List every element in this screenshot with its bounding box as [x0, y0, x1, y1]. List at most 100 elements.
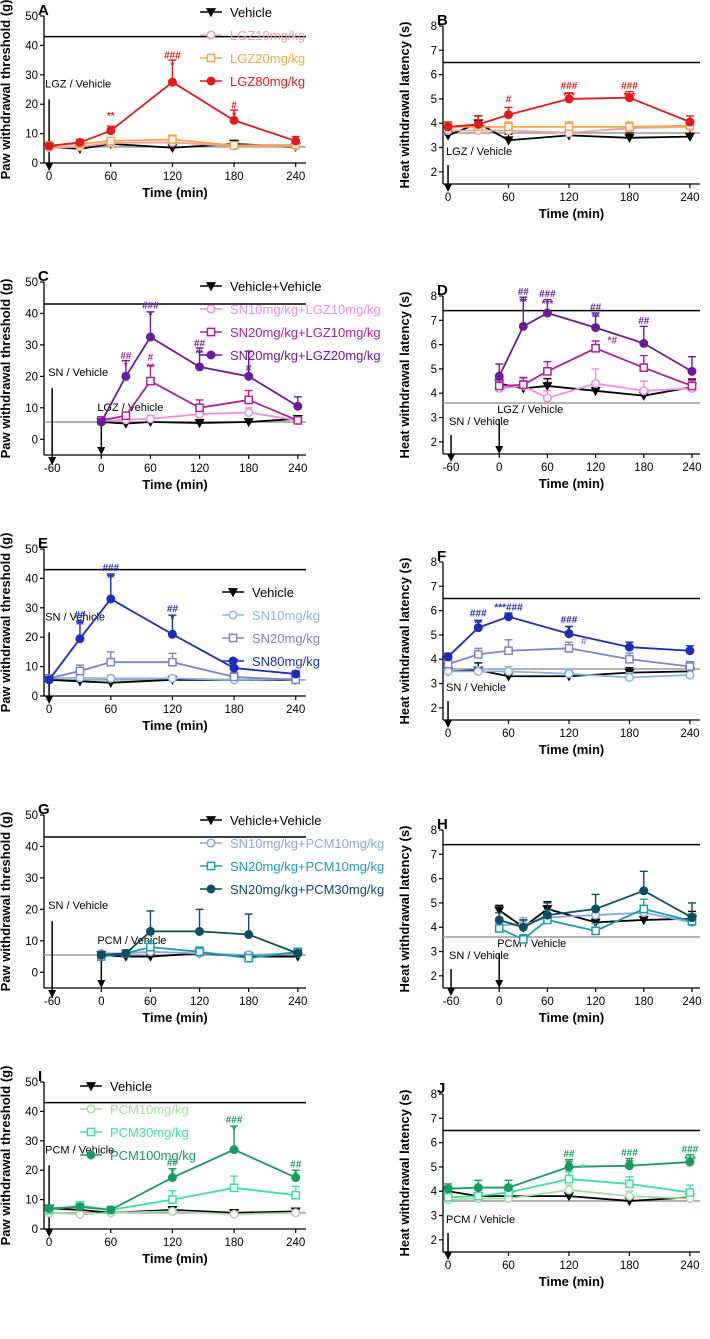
legend-entry: SN10mg/kg+PCM10mg/kg	[230, 836, 384, 851]
series-line	[48, 597, 296, 681]
data-point	[44, 675, 54, 685]
treatment-arrow-head	[447, 454, 456, 462]
data-point	[75, 1202, 85, 1212]
series-line	[447, 615, 690, 658]
data-point	[685, 1188, 695, 1197]
data-point	[639, 338, 649, 348]
panel-h: H 2 3 4 5 6 7 8 -60 0 60 120 180 240 Time (min) Heat wi…	[397, 816, 702, 1025]
y-tick-label: 8	[431, 825, 437, 837]
y-tick-label: 5	[431, 898, 437, 910]
y-tick-label: 6	[431, 1138, 437, 1150]
y-tick-label: 6	[431, 606, 437, 618]
significance-mark: #	[506, 95, 512, 106]
treatment-annotation: SN / Vehicle	[48, 900, 108, 912]
data-point	[443, 659, 453, 669]
significance-mark: ##	[563, 1149, 575, 1160]
y-tick-label: 3	[431, 143, 437, 155]
significance-mark: ###	[164, 51, 181, 62]
series-pcm100mg-kg	[443, 1154, 695, 1194]
y-axis-label: Paw withdrawal threshold (g)	[0, 812, 13, 992]
treatment-annotation: SN / Vehicle	[449, 950, 509, 962]
x-tick-label: 120	[163, 1237, 182, 1249]
panel-letter: C	[38, 268, 49, 285]
legend-swatch-marker	[206, 861, 216, 871]
data-point	[591, 343, 600, 353]
data-point	[229, 115, 239, 125]
data-point	[564, 94, 574, 104]
legend-swatch-marker	[206, 884, 216, 894]
legend-swatch-marker	[228, 633, 238, 643]
y-tick-label: 6	[431, 340, 437, 352]
data-point	[473, 650, 483, 659]
treatment-annotation: PCM / Vehicle	[45, 1144, 114, 1156]
y-tick-label: 50	[25, 810, 38, 822]
legend-entry: PCM30mg/kg	[110, 1125, 189, 1140]
y-tick-label: 10	[25, 936, 38, 948]
data-point	[494, 381, 504, 391]
legend-swatch-marker	[205, 8, 217, 18]
significance-mark: *	[232, 111, 236, 122]
y-tick-label: 0	[32, 434, 38, 446]
treatment-annotation: LGZ / Vehicle	[446, 146, 512, 158]
significance-mark: *	[232, 1125, 236, 1136]
series-line	[447, 96, 691, 128]
significance-mark: ***###	[494, 603, 523, 614]
data-point	[591, 926, 600, 936]
data-point	[685, 1157, 695, 1167]
significance-mark: **	[196, 348, 204, 359]
x-axis-label: Time (min)	[142, 1010, 208, 1025]
series-line	[447, 1190, 690, 1202]
x-tick-label: 240	[286, 171, 305, 183]
data-point	[229, 1145, 239, 1155]
data-point	[121, 371, 131, 381]
legend-swatch-marker	[228, 610, 238, 620]
series-sn20mg-kg-pcm30mg-kg	[96, 908, 303, 960]
significance-mark: **	[519, 297, 527, 308]
data-point	[291, 136, 301, 146]
data-point	[121, 948, 131, 958]
series-line	[49, 1210, 296, 1216]
data-point	[504, 1183, 514, 1193]
treatment-arrow-head	[97, 447, 106, 455]
x-tick-label: 180	[620, 728, 639, 740]
x-tick-label: 180	[239, 996, 258, 1008]
y-tick-label: 10	[25, 1195, 38, 1207]
legend-swatch-marker	[86, 1127, 96, 1137]
data-point	[293, 948, 303, 958]
data-point	[494, 924, 504, 933]
data-point	[293, 416, 303, 425]
data-point	[624, 1191, 635, 1201]
data-point	[291, 1190, 301, 1200]
series-sn20mg-kg-lgz10mg-kg	[494, 340, 697, 391]
x-tick-label: 0	[46, 704, 52, 716]
significance-mark: ###	[561, 615, 578, 626]
y-tick-label: 20	[25, 904, 38, 916]
x-tick-label: 240	[288, 996, 307, 1008]
y-tick-label: 3	[431, 413, 437, 425]
legend-swatch-marker	[85, 1082, 97, 1092]
panel-f: F 2 3 4 5 6 7 8 0 60 120 180 240 Time (min) Heat withd…	[397, 548, 700, 757]
y-tick-label: 8	[431, 557, 437, 569]
data-point	[639, 386, 649, 396]
significance-mark: *	[567, 625, 571, 636]
data-point	[168, 657, 177, 667]
x-tick-label: 60	[502, 192, 515, 204]
panel-letter: H	[437, 816, 448, 833]
y-tick-label: 30	[25, 340, 38, 352]
data-point	[639, 886, 649, 896]
x-tick-label: 0	[98, 996, 104, 1008]
x-tick-label: 240	[680, 728, 699, 740]
y-tick-label: 6	[431, 874, 437, 886]
data-point	[106, 136, 116, 146]
data-point	[591, 904, 601, 914]
y-axis-label: Heat withdrawal latency (s)	[397, 826, 412, 993]
data-point	[542, 910, 552, 920]
legend-swatch-marker	[206, 76, 216, 86]
data-point	[564, 1162, 574, 1172]
significance-mark: ***	[684, 1154, 696, 1165]
treatment-arrow-head	[495, 446, 504, 454]
y-tick-label: 40	[25, 308, 38, 320]
data-point	[106, 594, 116, 604]
treatment-arrow-head	[444, 720, 453, 728]
series-line	[448, 1189, 690, 1201]
